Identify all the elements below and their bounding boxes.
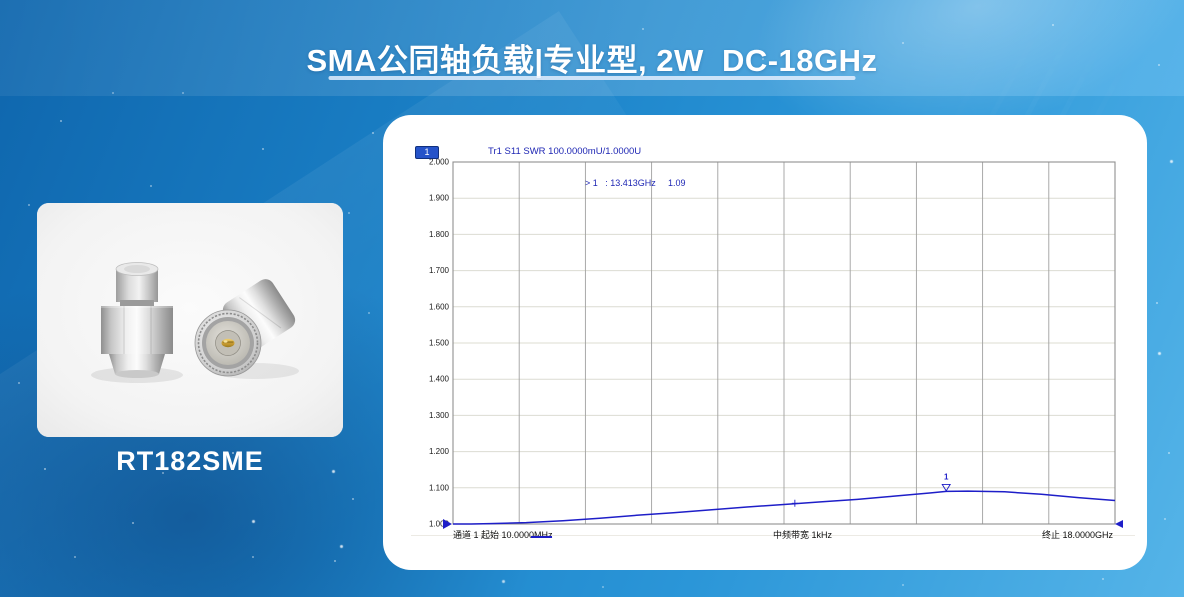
vna-header-text: Tr1 S11 SWR 100.0000mU/1.0000U [488,146,642,157]
page-title: SMA公同轴负载|专业型, 2W DC-18GHz [306,43,878,78]
y-axis-tick-label: 1.400 [429,375,450,384]
marker-1-symbol [941,483,952,492]
connector-upright [101,262,173,378]
marker-readout-frequency: > 1 : 13.413GHz [585,178,656,188]
status-stop-frequency: 终止 18.0000GHz [1041,530,1113,540]
title-underline [328,76,856,80]
y-axis-tick-label: 1.800 [429,230,450,239]
product-model: RT182SME [116,446,264,476]
plot-border [452,161,1116,525]
y-axis-tick-label: 1.300 [429,411,450,420]
status-if-bandwidth: 中频带宽 1kHz [773,530,833,540]
product-photo [37,203,343,437]
product-card [37,203,343,437]
stars-decoration [0,0,2,2]
stars-bright-decoration [0,0,3,3]
sweep-start-arrow [443,519,452,529]
y-axis-tick-label: 1.700 [429,266,450,275]
status-channel-start: 通道 1 起始 10.0000MHz [453,530,553,540]
y-axis-tick-label: 1.000 [429,520,450,529]
trace-badge: 1 [415,146,439,159]
photo-background [37,203,343,437]
sweep-indicator-line [531,536,552,538]
y-axis-tick-label: 1.200 [429,447,450,456]
y-axis-tick-label: 2.000 [429,158,450,167]
swr-plot: 2.000 1.900 1.800 1.700 1.600 1.500 1.400 1.300… [429,158,1123,529]
y-axis-tick-label: 1.500 [429,339,450,348]
y-axis-tick-label: 1.600 [429,302,450,311]
swr-trace [453,490,1116,525]
status-divider [411,535,1135,536]
y-axis-tick-label: 1.100 [429,483,450,492]
vna-panel: 2.000 1.900 1.800 1.700 1.600 1.500 1.400 1.300… [383,115,1147,570]
marker-1-label: 1 [944,472,949,481]
y-axis-tick-label: 1.900 [429,194,450,203]
connector-face [194,279,296,377]
sweep-stop-arrow [1115,520,1123,528]
marker-readout-value: 1.09 [668,178,686,188]
